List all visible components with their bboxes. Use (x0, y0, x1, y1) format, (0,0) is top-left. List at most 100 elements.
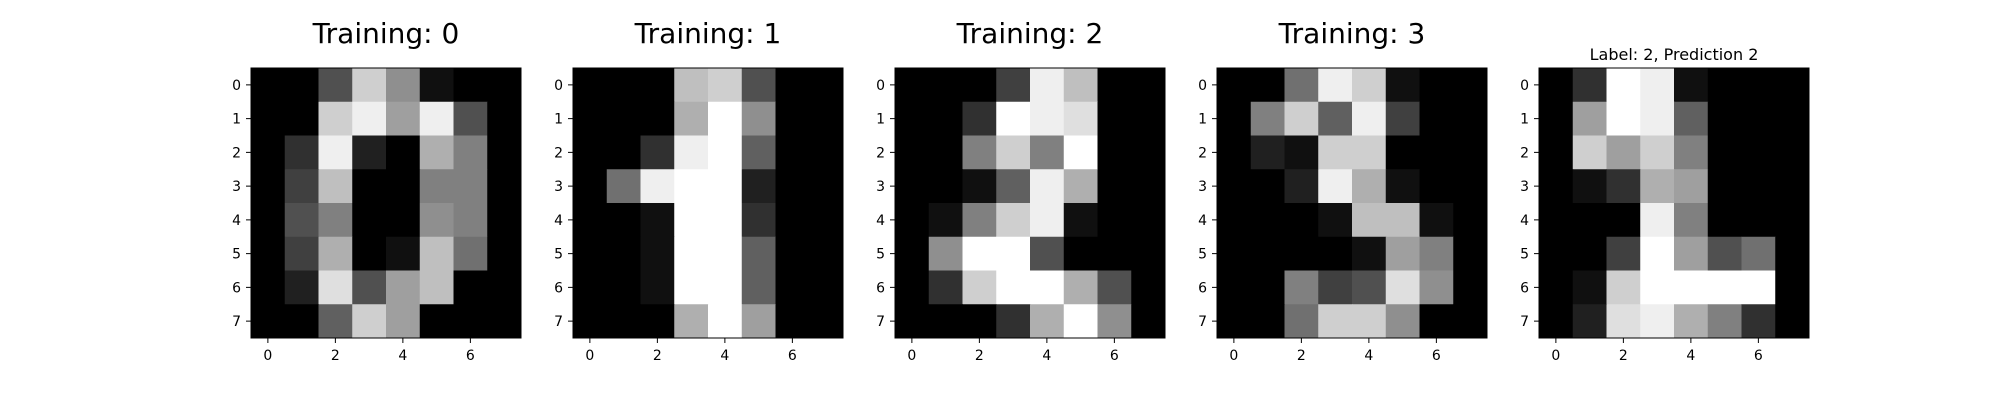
pixel-cell (1250, 203, 1285, 238)
pixel-cell (573, 101, 608, 136)
pixel-cell (996, 68, 1031, 103)
pixel-cell (895, 203, 930, 238)
pixel-cell (352, 169, 387, 204)
pixel-cell (928, 135, 963, 170)
pixel-cell (1453, 203, 1488, 238)
pixel-cell (741, 135, 776, 170)
y-tick-label: 7 (554, 314, 563, 330)
pixel-cell (962, 68, 997, 103)
pixel-cell (1539, 169, 1574, 204)
pixel-cell (1097, 169, 1132, 204)
x-tick-label: 6 (1432, 348, 1441, 364)
pixel-cell (674, 135, 709, 170)
pixel-cell (1131, 135, 1166, 170)
pixel-cell (775, 135, 810, 170)
y-tick-label: 7 (232, 314, 241, 330)
pixel-cell (1775, 270, 1810, 305)
pixel-cell (775, 270, 810, 305)
y-tick-label: 4 (232, 213, 241, 229)
pixel-cell (1284, 135, 1319, 170)
x-tick-label: 2 (1619, 348, 1628, 364)
pixel-cell (640, 270, 675, 305)
pixel-cell (708, 270, 743, 305)
pixel-cell (1318, 169, 1353, 204)
pixel-cell (741, 101, 776, 136)
pixel-cell (1385, 68, 1420, 103)
pixel-cell (674, 169, 709, 204)
pixel-cell (453, 101, 488, 136)
pixel-cell (1284, 304, 1319, 339)
pixel-cell (1741, 135, 1776, 170)
pixel-cell (962, 135, 997, 170)
x-tick-label: 2 (653, 348, 662, 364)
pixel-cell (1097, 203, 1132, 238)
pixel-cell (996, 135, 1031, 170)
pixel-cell (1284, 270, 1319, 305)
pixel-cell (1741, 101, 1776, 136)
pixel-cell (1572, 169, 1607, 204)
x-tick-label: 0 (1551, 348, 1560, 364)
pixel-cell (284, 68, 319, 103)
pixel-cell (1640, 270, 1675, 305)
pixel-cell (487, 68, 522, 103)
pixel-cell (1572, 135, 1607, 170)
y-tick-label: 3 (1520, 179, 1529, 195)
pixel-cell (928, 304, 963, 339)
pixel-cell (1419, 270, 1454, 305)
y-tick-label: 5 (554, 247, 563, 263)
pixel-cell (1419, 236, 1454, 271)
x-tick-label: 6 (788, 348, 797, 364)
pixel-cell (809, 169, 844, 204)
pixel-cell (1131, 236, 1166, 271)
pixel-cell (573, 304, 608, 339)
x-tick-label: 0 (907, 348, 916, 364)
pixel-cell (962, 270, 997, 305)
pixel-cell (318, 135, 353, 170)
pixel-cell (1097, 135, 1132, 170)
y-tick-label: 1 (876, 112, 885, 128)
y-tick-label: 0 (1198, 78, 1207, 94)
pixel-cell (1572, 236, 1607, 271)
pixel-cell (1707, 101, 1742, 136)
y-tick-label: 6 (554, 280, 563, 296)
pixel-cell (1217, 270, 1252, 305)
pixel-cell (284, 101, 319, 136)
pixel-cell (352, 270, 387, 305)
pixel-cell (1352, 101, 1387, 136)
pixel-cell (386, 135, 421, 170)
pixel-cell (606, 304, 641, 339)
pixel-cell (284, 304, 319, 339)
pixel-cell (1250, 304, 1285, 339)
pixel-cell (809, 68, 844, 103)
pixel-cell (1097, 270, 1132, 305)
pixel-cell (1775, 169, 1810, 204)
pixel-cell (419, 304, 454, 339)
pixel-cell (318, 169, 353, 204)
pixel-cell (386, 169, 421, 204)
pixel-cell (1741, 203, 1776, 238)
y-tick-label: 6 (232, 280, 241, 296)
pixel-cell (1284, 101, 1319, 136)
y-tick-label: 1 (232, 112, 241, 128)
pixel-cell (1453, 270, 1488, 305)
axes-frame (1216, 67, 1488, 339)
pixel-cell (928, 236, 963, 271)
pixel-cell (1250, 101, 1285, 136)
y-tick-label: 5 (1520, 247, 1529, 263)
x-tick-label: 0 (263, 348, 272, 364)
pixel-cell (640, 68, 675, 103)
pixel-cell (1131, 68, 1166, 103)
pixel-cell (640, 203, 675, 238)
pixel-cell (1707, 135, 1742, 170)
pixel-cell (318, 270, 353, 305)
pixel-cell (251, 169, 286, 204)
pixel-cell (1063, 270, 1098, 305)
pixel-cell (606, 135, 641, 170)
x-tick-label: 6 (1754, 348, 1763, 364)
pixel-cell (1741, 270, 1776, 305)
pixel-cell (251, 68, 286, 103)
pixel-cell (1453, 135, 1488, 170)
pixel-cell (453, 304, 488, 339)
pixel-cell (1385, 236, 1420, 271)
pixel-cell (1419, 304, 1454, 339)
